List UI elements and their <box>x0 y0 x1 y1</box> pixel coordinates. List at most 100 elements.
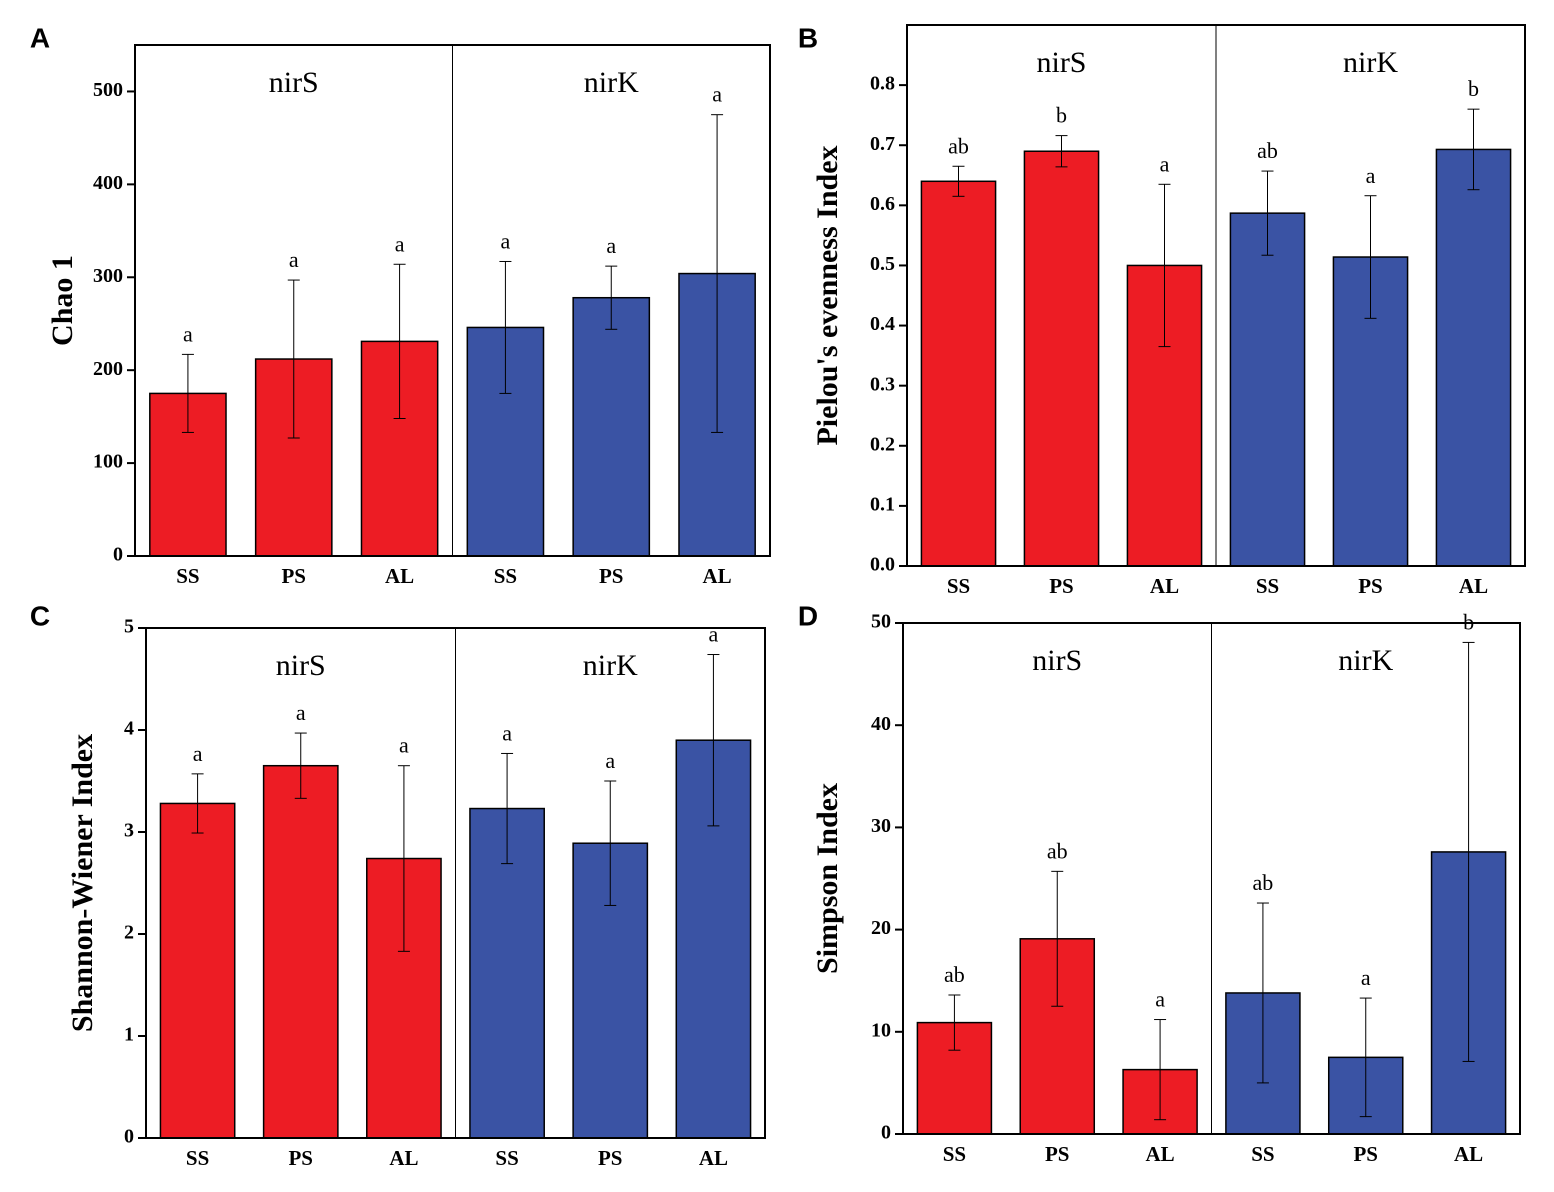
y-tick-label: 0 <box>881 1122 891 1144</box>
significance-letter: a <box>501 229 511 254</box>
y-tick-label: 100 <box>93 451 123 473</box>
group-label: nirS <box>269 66 319 99</box>
significance-letter: ab <box>1257 138 1278 163</box>
y-tick-label: 0.5 <box>870 253 895 275</box>
x-tick-label: AL <box>389 1146 418 1170</box>
y-tick-label: 200 <box>93 358 123 380</box>
x-tick-label: AL <box>1145 1142 1174 1166</box>
x-tick-label: PS <box>1353 1142 1378 1166</box>
panel-label: C <box>30 600 50 631</box>
bar <box>262 764 339 1139</box>
y-tick-label: 0.8 <box>870 73 895 95</box>
y-tick-label: 4 <box>124 718 134 740</box>
bar <box>1023 150 1100 567</box>
y-tick-label: 50 <box>871 611 891 633</box>
panel-label: B <box>798 22 818 53</box>
x-tick-label: PS <box>598 1146 623 1170</box>
significance-letter: a <box>709 622 719 647</box>
x-tick-label: AL <box>1459 574 1488 598</box>
y-axis-label: Shannon-Wiener Index <box>66 734 99 1032</box>
y-tick-label: 0.1 <box>870 493 895 515</box>
group-label: nirS <box>1032 644 1082 677</box>
plot-frame <box>145 627 766 1139</box>
y-tick-label: 1 <box>124 1024 134 1046</box>
significance-letter: a <box>399 733 409 758</box>
y-tick-label: 300 <box>93 265 123 287</box>
x-tick-label: SS <box>186 1146 209 1170</box>
x-tick-label: PS <box>1045 1142 1070 1166</box>
x-tick-label: PS <box>1049 574 1074 598</box>
significance-letter: a <box>1160 151 1170 176</box>
x-tick-label: SS <box>176 564 199 588</box>
group-label: nirS <box>276 649 326 682</box>
y-tick-label: 0.0 <box>870 554 895 576</box>
significance-letter: ab <box>1253 870 1274 895</box>
significance-letter: b <box>1056 103 1067 128</box>
y-tick-label: 500 <box>93 79 123 101</box>
plot-frame <box>902 622 1521 1135</box>
significance-letter: a <box>183 321 193 346</box>
y-axis-label: Simpson Index <box>811 783 844 974</box>
x-tick-label: SS <box>495 1146 518 1170</box>
y-tick-label: 5 <box>124 616 134 638</box>
significance-letter: a <box>1361 965 1371 990</box>
bar <box>159 802 236 1139</box>
bar <box>572 296 651 557</box>
bar <box>1435 148 1512 567</box>
y-tick-label: 0 <box>124 1126 134 1148</box>
y-tick-label: 30 <box>871 815 891 837</box>
significance-letter: a <box>289 247 299 272</box>
y-tick-label: 40 <box>871 713 891 735</box>
x-tick-label: SS <box>494 564 517 588</box>
y-tick-label: 0.3 <box>870 373 895 395</box>
significance-letter: a <box>395 231 405 256</box>
panel-label: A <box>30 22 50 53</box>
y-tick-label: 400 <box>93 172 123 194</box>
x-tick-label: SS <box>1256 574 1279 598</box>
x-tick-label: AL <box>1150 574 1179 598</box>
x-tick-label: PS <box>281 564 306 588</box>
y-tick-label: 3 <box>124 820 134 842</box>
significance-letter: a <box>502 721 512 746</box>
significance-letter: a <box>296 700 306 725</box>
y-tick-label: 0 <box>113 544 123 566</box>
x-tick-label: PS <box>599 564 624 588</box>
significance-letter: a <box>606 233 616 258</box>
significance-letter: a <box>712 82 722 107</box>
significance-letter: a <box>1366 163 1376 188</box>
significance-letter: b <box>1463 609 1474 634</box>
x-tick-label: SS <box>947 574 970 598</box>
group-label: nirS <box>1036 46 1086 79</box>
panel-label: D <box>798 600 818 631</box>
x-tick-label: PS <box>288 1146 313 1170</box>
significance-letter: ab <box>948 133 969 158</box>
group-label: nirK <box>1338 644 1393 677</box>
significance-letter: ab <box>1047 838 1068 863</box>
x-tick-label: SS <box>1251 1142 1274 1166</box>
x-tick-label: PS <box>1358 574 1383 598</box>
y-tick-label: 2 <box>124 922 134 944</box>
plot-frame <box>906 24 1526 567</box>
y-tick-label: 0.7 <box>870 133 895 155</box>
y-tick-label: 0.4 <box>870 313 895 335</box>
significance-letter: a <box>1155 987 1165 1012</box>
x-tick-label: SS <box>943 1142 966 1166</box>
significance-letter: a <box>605 748 615 773</box>
y-tick-label: 20 <box>871 917 891 939</box>
y-tick-label: 10 <box>871 1019 891 1041</box>
y-tick-label: 0.2 <box>870 433 895 455</box>
x-tick-label: AL <box>385 564 414 588</box>
y-axis-label: Pielou's evenness Index <box>811 145 844 445</box>
significance-letter: ab <box>944 962 965 987</box>
x-tick-label: AL <box>1454 1142 1483 1166</box>
y-axis-label: Chao 1 <box>46 255 79 346</box>
significance-letter: a <box>193 741 203 766</box>
group-label: nirK <box>584 66 639 99</box>
x-tick-label: AL <box>702 564 731 588</box>
significance-letter: b <box>1468 76 1479 101</box>
x-tick-label: AL <box>699 1146 728 1170</box>
bar <box>1229 212 1306 567</box>
y-tick-label: 0.6 <box>870 193 895 215</box>
plot-frame <box>134 44 771 557</box>
